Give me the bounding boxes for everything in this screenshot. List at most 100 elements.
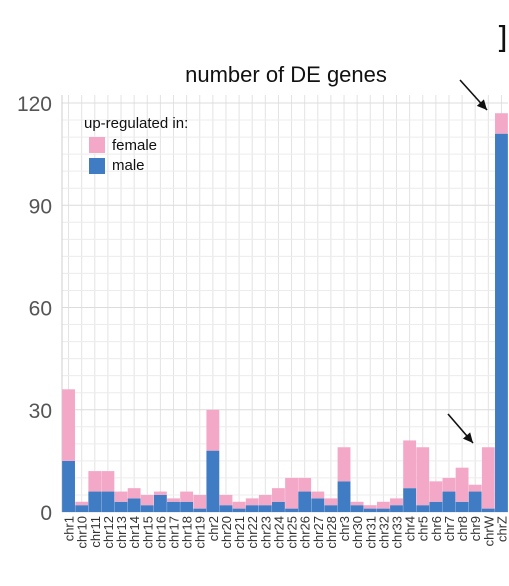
bar-male-chr30 [350,505,364,512]
x-tick-label: chr32 [376,516,391,549]
bar-male-chr19 [193,508,207,512]
bar-male-chr16 [153,494,167,512]
legend-label-male: male [112,157,145,174]
x-tick-label: chr22 [245,516,260,549]
arrow-to-chrZ [459,79,488,111]
bar-female-chr11 [88,471,102,492]
bar-female-chr17 [167,498,180,502]
bar-male-chr33 [390,505,403,512]
x-tick-label: chr4 [403,516,418,541]
x-tick-label: chr19 [193,516,208,549]
bar-male-chr28 [324,505,338,512]
bar-male-chr25 [285,508,298,512]
bar-female-chr20 [219,494,233,506]
bars [62,113,508,513]
bar-female-chr24 [272,488,285,502]
x-tick-label: chr11 [88,516,103,548]
bar-female-chr18 [180,491,194,502]
bar-female-chr22 [245,498,259,506]
x-tick-label: chr31 [363,516,378,549]
x-tick-label: chr13 [114,516,129,549]
x-tick-label: chrW [481,515,496,546]
bar-male-chr3 [337,481,351,512]
bar-male-chrZ [495,133,508,513]
bar-female-chr14 [127,488,141,499]
x-tick-label: chr26 [298,516,313,549]
bar-male-chrW [481,508,495,512]
x-tick-label: chr27 [311,516,326,549]
bar-male-chr8 [455,501,469,512]
x-tick-label: chr33 [390,516,405,549]
bar-female-chr16 [153,491,167,495]
bar-male-chr12 [101,491,115,512]
bar-male-chr13 [114,501,128,512]
bar-male-chr23 [258,505,272,512]
bar-female-chr32 [376,501,390,509]
x-tick-label: chr7 [442,516,457,541]
x-tick-label: chr12 [101,516,116,549]
legend-label-female: female [112,137,157,154]
bar-male-chr15 [140,505,154,512]
x-tick-label: chr1 [62,516,77,541]
bar-female-chr2 [206,409,220,451]
bar-male-chr21 [232,508,246,512]
bar-female-chr8 [455,467,469,502]
x-tick-label: chr20 [219,516,234,549]
bar-female-chr7 [442,477,456,492]
x-tick-label: chr25 [285,516,300,549]
x-tick-label: chr18 [180,516,195,549]
bar-female-chr25 [285,477,298,509]
bar-male-chr18 [180,501,194,512]
x-tick-label: chr10 [75,516,90,549]
bar-female-chr19 [193,494,207,509]
x-tick-label: chr5 [416,516,431,541]
bar-male-chr11 [88,491,102,512]
y-axis: 0 30 60 90 120 [17,93,63,525]
bar-female-chrZ [495,113,508,134]
y-tick-label: 0 [40,502,52,525]
bar-male-chr27 [311,498,325,512]
bar-male-chr26 [298,491,312,512]
bar-male-chr5 [416,505,430,512]
x-tick-label: chrZ [494,516,509,542]
legend-swatch-female [89,137,105,153]
x-tick-label: chr17 [167,516,182,549]
bar-female-chr30 [350,501,364,506]
bar-female-chr26 [298,477,312,492]
y-tick-label: 90 [29,195,52,218]
bar-male-chr6 [429,501,443,512]
bar-male-chr14 [127,498,141,512]
bar-male-chr20 [219,505,233,512]
bar-female-chr31 [363,505,377,509]
bar-female-chr5 [416,447,430,506]
y-tick-label: 60 [29,298,52,321]
arrow-to-chrW [447,413,474,444]
bar-female-chr23 [258,494,272,506]
bar-male-chr22 [245,505,259,512]
legend-swatch-male [89,158,105,174]
bar-male-chr2 [206,450,220,512]
bar-female-chrW [481,447,495,509]
x-tick-label: chr2 [206,516,221,541]
bar-male-chr24 [272,501,285,512]
bar-male-chr1 [62,460,75,512]
legend-title: up-regulated in: [84,115,188,132]
legend: up-regulated in: female male [84,115,188,174]
x-tick-label: chr23 [258,516,273,549]
bar-female-chr9 [468,484,482,492]
bar-female-chr3 [337,447,351,482]
x-tick-label: chr14 [127,516,142,549]
x-tick-label: chr15 [140,516,155,549]
x-tick-label: chr30 [350,516,365,549]
bar-female-chr27 [311,491,325,499]
x-tick-label: chr9 [468,516,483,541]
chart-title: number of DE genes [185,62,387,87]
x-tick-label: chr21 [232,516,247,549]
x-axis-labels: chr1chr10chr11chr12chr13chr14chr15chr16c… [62,515,509,548]
bar-male-chr31 [363,508,377,512]
y-tick-label: 120 [17,93,52,116]
bar-male-chr7 [442,491,456,512]
bar-female-chr4 [403,440,417,489]
bar-female-chr1 [62,389,75,461]
